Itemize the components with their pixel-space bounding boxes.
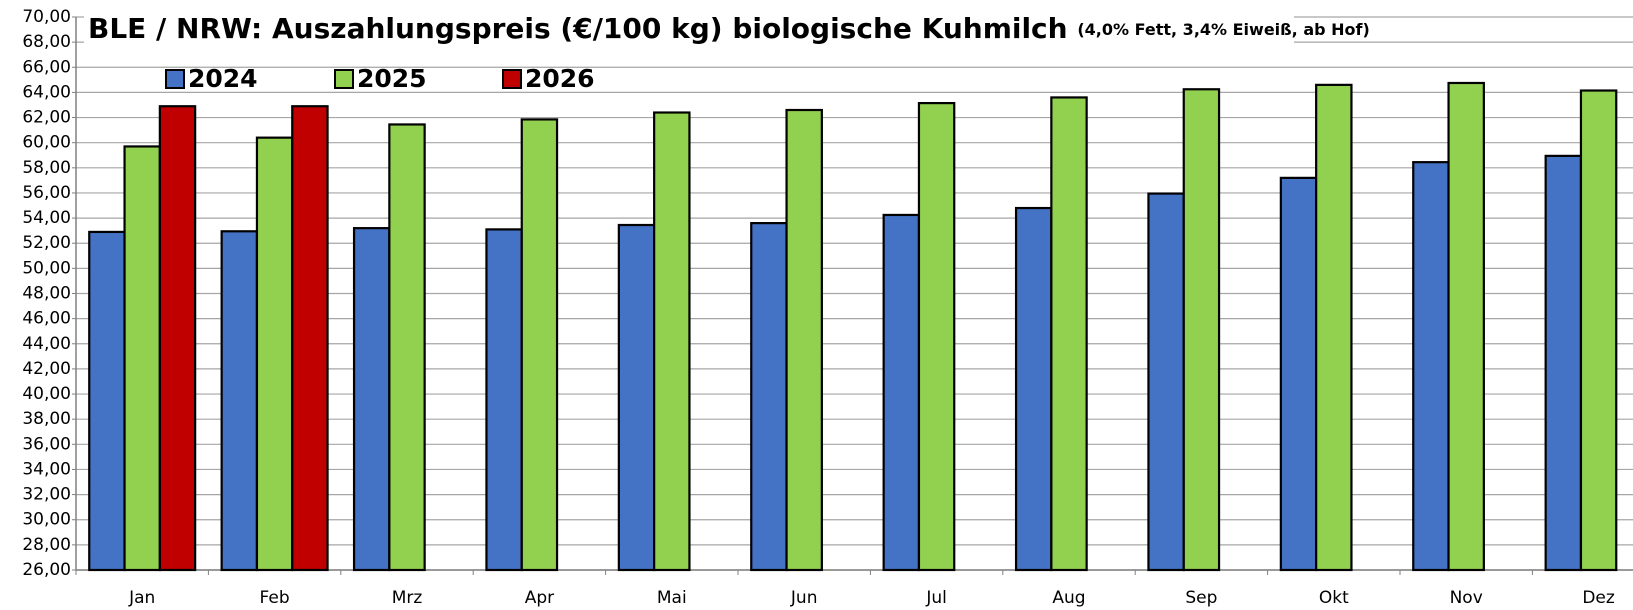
bar [88, 230, 126, 572]
y-tick-label: 34,00 [22, 459, 71, 479]
y-tick-label: 38,00 [22, 409, 71, 429]
y-tick-label: 56,00 [22, 183, 71, 203]
y-tick-label: 36,00 [22, 434, 71, 454]
y-tick-label: 46,00 [22, 309, 71, 329]
legend-label: 2024 [188, 64, 258, 93]
y-tick-label: 44,00 [22, 334, 71, 354]
x-tick-label: Jul [925, 588, 947, 608]
y-tick-label: 66,00 [22, 57, 71, 77]
bar [785, 108, 823, 572]
x-tick-label: Aug [1052, 588, 1085, 608]
bar [750, 222, 788, 572]
y-tick-label: 52,00 [22, 233, 71, 253]
y-tick-label: 32,00 [22, 485, 71, 505]
y-tick-label: 40,00 [22, 384, 71, 404]
y-tick-label: 28,00 [22, 535, 71, 555]
bar [485, 228, 523, 572]
x-tick-label: Jun [790, 588, 818, 608]
bar [1050, 96, 1088, 572]
y-tick-label: 70,00 [22, 7, 71, 27]
bar [1014, 206, 1053, 572]
chart-title: BLE / NRW: Auszahlungspreis (€/100 kg) b… [88, 12, 1370, 45]
bar [520, 118, 559, 572]
bar [220, 230, 259, 572]
y-tick-label: 50,00 [22, 258, 71, 278]
bar [158, 105, 197, 572]
y-tick-label: 30,00 [22, 510, 71, 530]
y-tick-label: 48,00 [22, 284, 71, 304]
title-text: BLE / NRW: Auszahlungspreis (€/100 kg) b… [88, 12, 1068, 45]
y-tick-label: 42,00 [22, 359, 71, 379]
bar [1147, 192, 1185, 572]
y-tick-label: 62,00 [22, 108, 71, 128]
bar [1315, 83, 1353, 572]
bar [1412, 161, 1450, 572]
x-tick-label: Mai [657, 588, 687, 608]
y-tick-label: 26,00 [22, 560, 71, 580]
subtitle: (4,0% Fett, 3,4% Eiweiß, ab Hof) [1077, 20, 1369, 39]
bar [1182, 88, 1221, 572]
x-tick-label: Dez [1582, 588, 1615, 608]
y-tick-label: 54,00 [22, 208, 71, 228]
x-tick-label: Apr [525, 588, 554, 608]
x-tick-label: Okt [1319, 588, 1349, 608]
bar [653, 111, 691, 572]
bar [917, 101, 956, 572]
bar [123, 145, 161, 572]
x-tick-label: Jan [128, 588, 155, 608]
bars [88, 81, 1618, 572]
bar [255, 136, 294, 572]
x-tick-label: Mrz [392, 588, 423, 608]
y-tick-label: 60,00 [22, 133, 71, 153]
bar [882, 213, 921, 572]
bar [617, 223, 656, 572]
bar [1579, 89, 1618, 572]
grid [72, 16, 1633, 575]
bar [1544, 154, 1583, 572]
x-tick-label: Sep [1185, 588, 1217, 608]
legend-swatch [334, 69, 354, 89]
title-backdrop [84, 12, 1294, 46]
y-tick-label: 64,00 [22, 82, 71, 102]
bar [291, 105, 329, 572]
x-tick-label: Feb [260, 588, 290, 608]
bar [352, 227, 391, 572]
y-tick-label: 68,00 [22, 32, 71, 52]
y-tick-label: 58,00 [22, 158, 71, 178]
legend-swatch [502, 69, 522, 89]
legend-label: 2026 [525, 64, 595, 93]
bar [1279, 176, 1318, 572]
legend: 2024 2025 2026 [165, 64, 595, 93]
legend-swatch [165, 69, 185, 89]
legend-label: 2025 [357, 64, 427, 93]
bar [388, 123, 426, 572]
x-tick-label: Nov [1450, 588, 1483, 608]
bar [1447, 81, 1485, 572]
